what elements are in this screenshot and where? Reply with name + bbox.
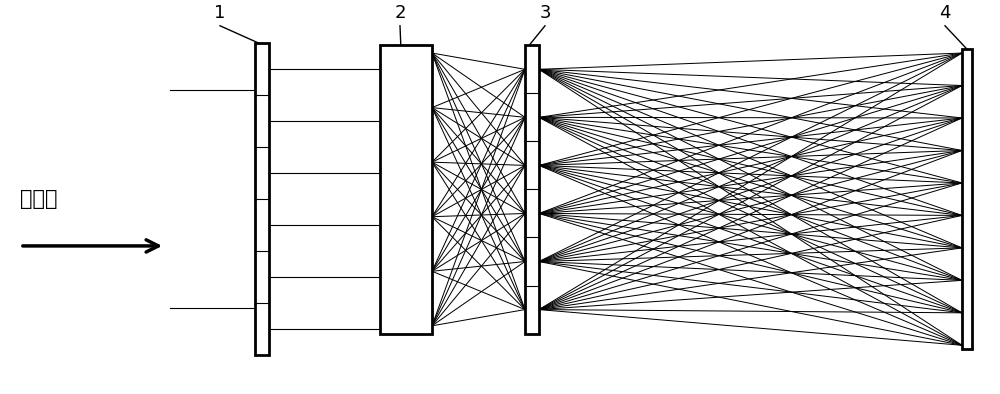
Text: 3: 3 [539, 4, 551, 22]
Text: 4: 4 [939, 4, 951, 22]
Text: 入射光: 入射光 [20, 189, 58, 209]
Bar [525, 45, 539, 334]
Bar [255, 43, 269, 355]
Text: 2: 2 [394, 4, 406, 22]
Text: 1: 1 [214, 4, 226, 22]
Bar [962, 49, 972, 349]
Bar [380, 45, 432, 334]
